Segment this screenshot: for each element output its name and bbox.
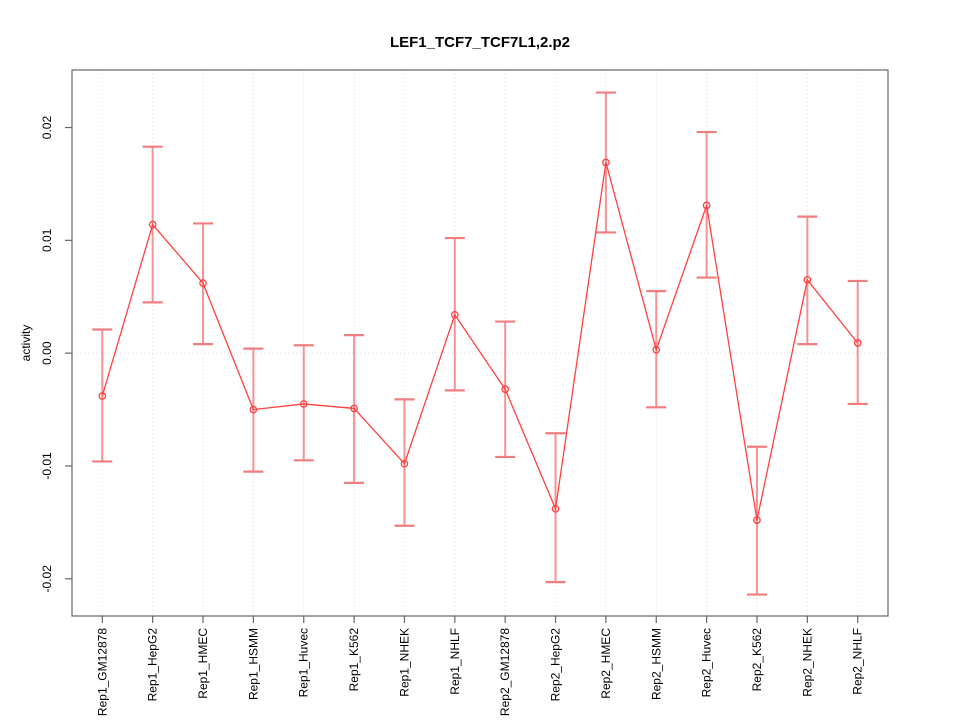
y-tick-label: -0.02 bbox=[40, 565, 54, 593]
x-tick-label: Rep2_NHEK bbox=[800, 628, 814, 697]
data-point bbox=[450, 310, 459, 319]
data-point bbox=[803, 275, 812, 284]
axes-group: -0.02 -0.01 0.00 0.01 0.02 Rep1_GM12878 Rep1_H… bbox=[40, 69, 889, 716]
x-tick-label: Rep2_NHLF bbox=[851, 628, 865, 695]
x-tick-label: Rep2_HSMM bbox=[649, 628, 663, 700]
data-point bbox=[652, 345, 661, 354]
x-tick-label: Rep1_HepG2 bbox=[146, 628, 160, 702]
data-point bbox=[753, 516, 761, 524]
x-tick-label: Rep1_GM12878 bbox=[95, 628, 109, 716]
data-point bbox=[501, 385, 510, 394]
series-line bbox=[101, 162, 859, 521]
data-point bbox=[602, 158, 610, 167]
y-axis-title: activity bbox=[19, 325, 33, 362]
data-point bbox=[551, 504, 560, 513]
x-tick-label: Rep2_GM12878 bbox=[498, 628, 512, 716]
y-tick-label: 0.00 bbox=[40, 341, 54, 365]
data-point bbox=[350, 404, 358, 413]
x-tick-label: Rep2_HepG2 bbox=[549, 628, 563, 702]
data-point bbox=[299, 400, 308, 408]
y-tick-label: 0.01 bbox=[40, 228, 54, 252]
x-tick-label: Rep1_NHEK bbox=[397, 628, 411, 697]
data-point bbox=[249, 405, 258, 414]
x-tick-label: Rep2_Huvec bbox=[700, 628, 714, 697]
chart-title: LEF1_TCF7_TCF7L1,2.p2 bbox=[390, 34, 570, 51]
y-tick-label: -0.01 bbox=[40, 452, 54, 480]
data-point bbox=[199, 279, 207, 288]
x-tick-label: Rep2_K562 bbox=[750, 628, 764, 692]
y-tick-label: 0.02 bbox=[40, 116, 54, 140]
x-tick-label: Rep1_HMEC bbox=[196, 628, 210, 699]
x-tick-label: Rep1_K562 bbox=[347, 628, 361, 692]
data-point bbox=[98, 392, 107, 400]
data-point bbox=[148, 220, 157, 229]
x-tick-label: Rep1_HSMM bbox=[246, 628, 260, 700]
x-tick-label: Rep1_NHLF bbox=[448, 628, 462, 695]
gridlines-group bbox=[72, 70, 888, 616]
data-point bbox=[400, 459, 409, 468]
error-bars-group bbox=[92, 91, 868, 596]
x-tick-label: Rep1_Huvec bbox=[297, 628, 311, 697]
plot-border bbox=[71, 69, 889, 617]
data-point bbox=[853, 339, 862, 347]
x-tick-label: Rep2_HMEC bbox=[599, 628, 613, 699]
data-point bbox=[702, 201, 711, 210]
series-group bbox=[98, 158, 862, 524]
